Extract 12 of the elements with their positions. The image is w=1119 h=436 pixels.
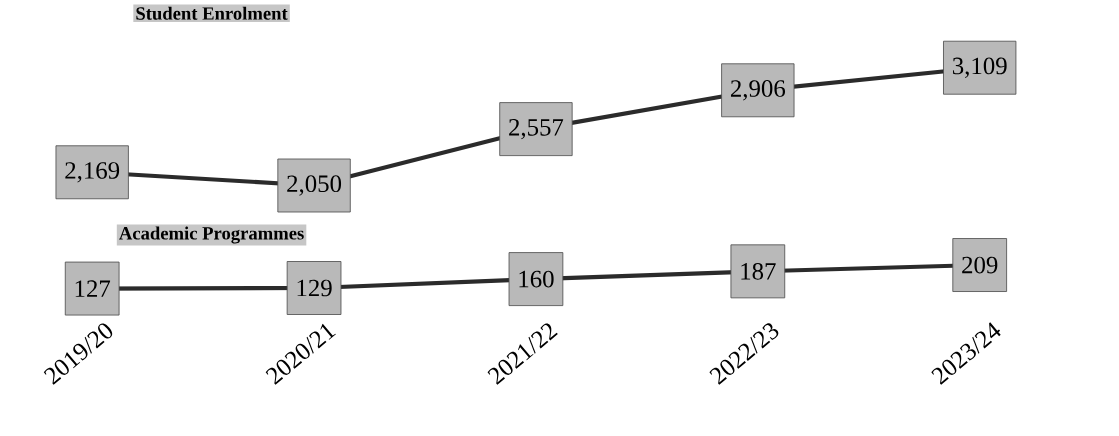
data-label: 2,906 <box>730 80 786 101</box>
data-label: 2,557 <box>509 119 564 140</box>
data-label: 187 <box>741 263 776 280</box>
data-label: 2,169 <box>65 162 120 183</box>
data-label: 127 <box>75 280 111 297</box>
data-label: 129 <box>297 279 332 297</box>
chart-title: Academic Programmes <box>119 226 304 244</box>
data-label: 2,050 <box>287 175 342 196</box>
data-label: 3,109 <box>952 57 1007 78</box>
data-label: 160 <box>519 270 554 288</box>
chart-title: Student Enrolment <box>136 6 288 20</box>
data-label: 209 <box>962 256 998 274</box>
